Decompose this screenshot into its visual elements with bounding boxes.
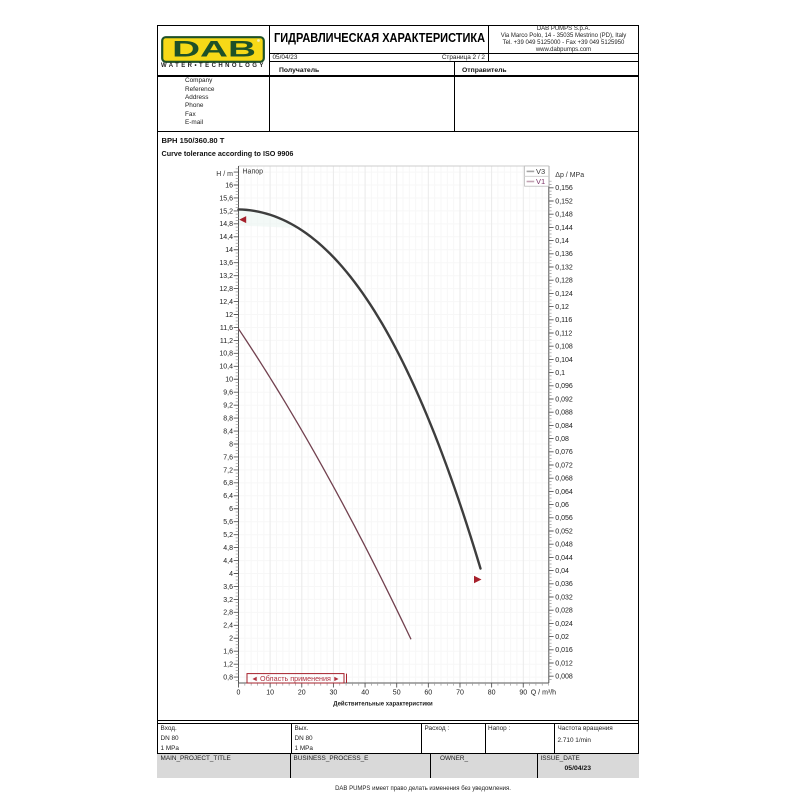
svg-text:3,2: 3,2 (223, 597, 233, 604)
svg-text:0,1: 0,1 (555, 370, 565, 377)
svg-text:0,056: 0,056 (555, 515, 573, 522)
svg-text:15,6: 15,6 (219, 195, 233, 202)
svg-text:0,08: 0,08 (555, 436, 569, 443)
svg-text:0,112: 0,112 (555, 330, 572, 337)
svg-text:0,084: 0,084 (555, 423, 573, 430)
svg-text:V1: V1 (536, 177, 545, 186)
svg-text:10: 10 (225, 377, 233, 384)
svg-text:7,6: 7,6 (223, 454, 233, 461)
svg-text:◄ Область применения ►: ◄ Область применения ► (251, 674, 340, 683)
svg-text:15,2: 15,2 (219, 208, 233, 215)
svg-text:0,072: 0,072 (555, 462, 573, 469)
svg-text:14,8: 14,8 (219, 221, 233, 228)
svg-text:10,8: 10,8 (219, 351, 233, 358)
svg-text:4,4: 4,4 (223, 558, 233, 565)
svg-text:6: 6 (229, 506, 233, 513)
svg-text:0,148: 0,148 (555, 212, 573, 219)
svg-text:20: 20 (298, 690, 306, 697)
svg-text:0,016: 0,016 (555, 647, 573, 654)
svg-text:12,8: 12,8 (219, 286, 233, 293)
svg-text:0,044: 0,044 (555, 555, 573, 562)
svg-text:4,8: 4,8 (223, 545, 233, 552)
svg-text:V3: V3 (536, 167, 545, 176)
svg-text:0,04: 0,04 (555, 568, 569, 575)
svg-text:10,4: 10,4 (219, 364, 233, 371)
svg-text:7,2: 7,2 (223, 467, 233, 474)
svg-text:0,156: 0,156 (555, 185, 573, 192)
svg-text:0,06: 0,06 (555, 502, 569, 509)
svg-text:0,104: 0,104 (555, 357, 573, 364)
svg-text:16: 16 (225, 182, 233, 189)
svg-text:12,4: 12,4 (219, 299, 233, 306)
svg-text:9,6: 9,6 (223, 390, 233, 397)
svg-text:5,6: 5,6 (223, 519, 233, 526)
svg-text:0,092: 0,092 (555, 396, 573, 403)
svg-text:0,136: 0,136 (555, 251, 573, 258)
svg-text:0,008: 0,008 (555, 674, 573, 681)
svg-text:13,6: 13,6 (219, 260, 233, 267)
svg-text:0,032: 0,032 (555, 594, 573, 601)
svg-text:0,048: 0,048 (555, 542, 573, 549)
svg-text:0,024: 0,024 (555, 621, 573, 628)
svg-text:60: 60 (424, 690, 432, 697)
svg-text:0,108: 0,108 (555, 344, 573, 351)
svg-text:0,028: 0,028 (555, 608, 573, 615)
svg-text:0,088: 0,088 (555, 410, 573, 417)
svg-text:0,052: 0,052 (555, 528, 573, 535)
svg-text:6,8: 6,8 (223, 480, 233, 487)
svg-text:2,8: 2,8 (223, 610, 233, 617)
svg-text:4: 4 (229, 571, 233, 578)
svg-text:13,2: 13,2 (219, 273, 233, 280)
svg-text:0,12: 0,12 (555, 304, 569, 311)
svg-text:1,6: 1,6 (223, 649, 233, 656)
svg-text:5,2: 5,2 (223, 532, 233, 539)
svg-text:0,02: 0,02 (555, 634, 569, 641)
svg-text:0,8: 0,8 (223, 675, 233, 682)
svg-text:DAB: DAB (172, 36, 256, 62)
svg-text:0,096: 0,096 (555, 383, 573, 390)
svg-text:11,6: 11,6 (220, 325, 233, 332)
svg-text:14: 14 (225, 247, 233, 254)
svg-text:0,132: 0,132 (555, 264, 573, 271)
svg-text:0,116: 0,116 (555, 317, 572, 324)
svg-text:10: 10 (266, 690, 274, 697)
svg-text:2: 2 (229, 636, 233, 643)
svg-text:1,2: 1,2 (223, 662, 233, 669)
svg-text:Напор: Напор (243, 169, 264, 176)
svg-text:Действительные характеристики: Действительные характеристики (333, 701, 433, 708)
svg-text:0,064: 0,064 (555, 489, 573, 496)
svg-text:0,076: 0,076 (555, 449, 573, 456)
svg-text:0,036: 0,036 (555, 581, 573, 588)
svg-text:0: 0 (237, 690, 241, 697)
svg-text:9,2: 9,2 (223, 403, 233, 410)
svg-text:2,4: 2,4 (223, 623, 233, 630)
svg-text:Q / m³/h: Q / m³/h (531, 690, 556, 697)
svg-text:14,4: 14,4 (219, 234, 233, 241)
svg-text:0,128: 0,128 (555, 278, 573, 285)
svg-text:0,14: 0,14 (555, 238, 569, 245)
svg-text:30: 30 (330, 690, 338, 697)
svg-text:0,152: 0,152 (555, 198, 573, 205)
svg-text:70: 70 (456, 690, 464, 697)
svg-text:8: 8 (229, 441, 233, 448)
svg-text:11,2: 11,2 (220, 338, 233, 345)
svg-text:12: 12 (225, 312, 233, 319)
svg-text:3,6: 3,6 (223, 584, 233, 591)
svg-text:Δp / MPa: Δp / MPa (555, 172, 584, 179)
svg-text:0,124: 0,124 (555, 291, 573, 298)
svg-text:50: 50 (393, 690, 401, 697)
svg-text:90: 90 (519, 690, 527, 697)
svg-text:8,8: 8,8 (223, 416, 233, 423)
svg-text:H / m: H / m (216, 171, 233, 178)
svg-text:6,4: 6,4 (223, 493, 233, 500)
svg-text:0,012: 0,012 (555, 660, 573, 667)
svg-text:8,4: 8,4 (223, 428, 233, 435)
svg-text:40: 40 (361, 690, 369, 697)
svg-text:0,144: 0,144 (555, 225, 573, 232)
svg-text:80: 80 (488, 690, 496, 697)
svg-text:0,068: 0,068 (555, 476, 573, 483)
